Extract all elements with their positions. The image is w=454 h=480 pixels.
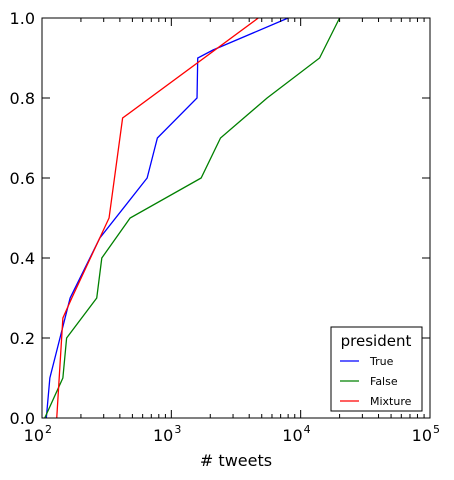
x-tick-label-exp: 5: [433, 423, 440, 436]
legend-title: president: [341, 332, 412, 350]
x-axis-label: # tweets: [200, 451, 272, 470]
x-tick-label: 10 3: [153, 423, 181, 445]
legend-label-false: False: [370, 375, 398, 388]
series-line-false: [44, 17, 341, 419]
x-tick-label-base: 10: [412, 426, 432, 445]
legend-label-mixture: Mixture: [370, 395, 412, 408]
x-tick-label: 10 4: [282, 423, 310, 445]
legend-box: [330, 326, 423, 412]
x-tick-label-exp: 4: [304, 423, 311, 436]
y-tick-label: 0.2: [10, 329, 35, 348]
labels-layer: 10 2 10 3 10 4 10 50.00.20.40.60.81.0: [10, 9, 440, 445]
y-tick-label: 1.0: [10, 9, 35, 28]
series-line-true: [45, 17, 289, 419]
ticks-layer: [41, 17, 431, 419]
legend-entries: True False Mixture: [340, 355, 412, 408]
y-tick-label: 0.6: [10, 169, 35, 188]
x-tick-label-base: 10: [153, 426, 173, 445]
legend-label-true: True: [369, 355, 394, 368]
x-tick-label-exp: 2: [45, 423, 52, 436]
series-layer: [44, 17, 341, 419]
series-line-mixture: [56, 17, 259, 419]
y-tick-label: 0.0: [10, 409, 35, 428]
x-tick-label: 10 5: [412, 423, 440, 445]
legend: president True False Mixture: [330, 326, 423, 412]
x-tick-label-exp: 3: [174, 423, 181, 436]
y-tick-label: 0.4: [10, 249, 35, 268]
y-tick-label: 0.8: [10, 89, 35, 108]
x-tick-label-base: 10: [24, 426, 44, 445]
x-tick-label-base: 10: [282, 426, 302, 445]
plot-frame: [41, 17, 431, 419]
x-tick-label: 10 2: [24, 423, 52, 445]
